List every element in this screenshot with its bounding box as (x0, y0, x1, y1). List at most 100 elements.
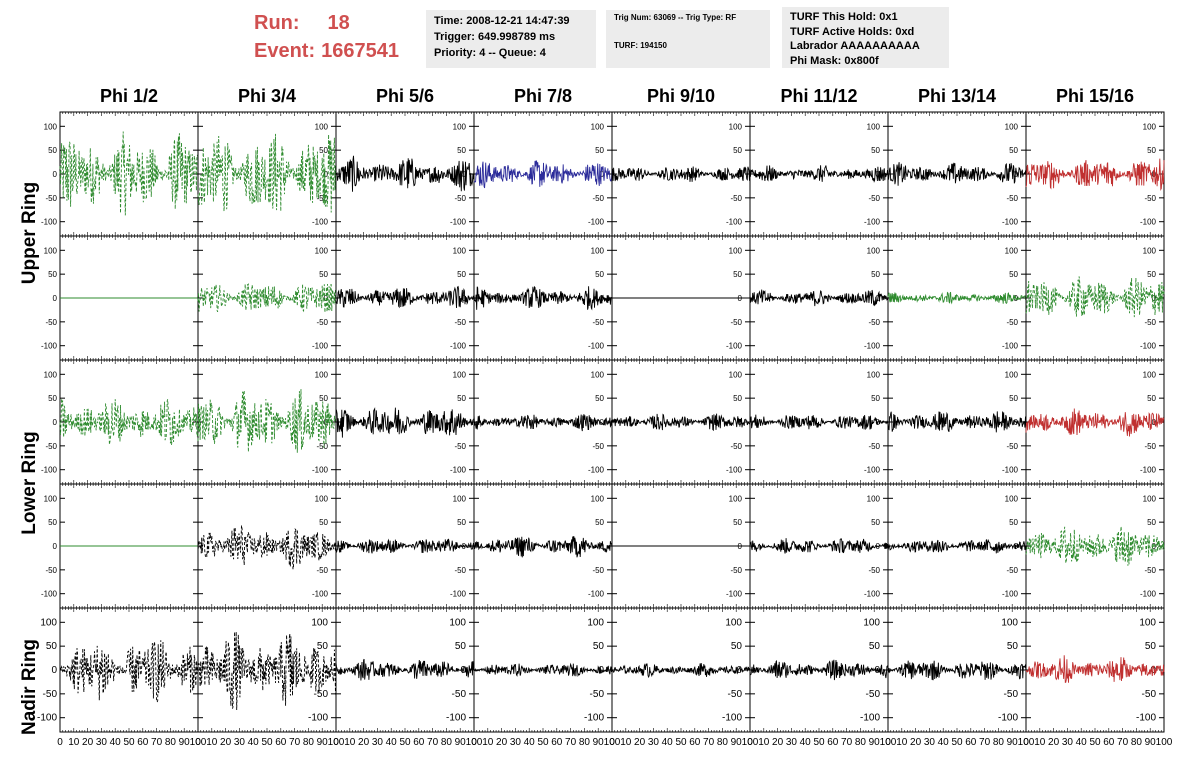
y-tick-label-r2-c3: -100 (588, 466, 605, 475)
trig-num-line: Trig Num: 63069 -- Trig Type: RF (614, 13, 737, 22)
x-tick-label-c0-40: 40 (110, 737, 122, 748)
x-tick-label-c7-10: 10 (1034, 737, 1046, 748)
y-tick-label-r1-c4: -50 (730, 318, 742, 327)
waveform-r1-c2 (335, 285, 475, 309)
y-tick-label-r0-c6: 0 (1014, 170, 1019, 179)
y-tick-label-r2-c1: 50 (319, 394, 328, 403)
y-tick-label-r1-c2: 50 (457, 270, 466, 279)
y-tick-label-r1-c6: 100 (1005, 246, 1019, 255)
y-tick-label-r0-c2: 100 (453, 122, 467, 131)
x-tick-label-c1-80: 80 (303, 737, 315, 748)
y-tick-label-r2-c3: 0 (600, 418, 605, 427)
y-tick-label-r0-c4: 100 (729, 122, 743, 131)
y-tick-label-r0-c0: -50 (45, 194, 57, 203)
y-tick-label-r2-c5: -100 (864, 466, 881, 475)
waveform-r3-c7 (1025, 526, 1165, 566)
y-tick-label-r1-c0: 0 (53, 294, 58, 303)
y-tick-label-r0-c3: 50 (595, 146, 604, 155)
y-tick-label-r0-c7: 50 (1147, 146, 1156, 155)
y-tick-label-r3-c0: 50 (48, 518, 57, 527)
y-tick-label-r2-c7: 50 (1147, 394, 1156, 403)
y-tick-label-r0-c0: 100 (44, 122, 58, 131)
y-tick-label-r4-c5: -50 (866, 689, 881, 700)
y-tick-label-r0-c1: -100 (312, 218, 329, 227)
y-tick-label-r4-c1: 100 (311, 617, 328, 628)
y-tick-label-r0-c7: 100 (1143, 122, 1157, 131)
y-tick-label-r3-c3: 100 (591, 494, 605, 503)
waveform-r0-c3 (473, 160, 613, 189)
y-tick-label-r3-c5: -100 (864, 590, 881, 599)
y-tick-label-r0-c3: -100 (588, 218, 605, 227)
x-tick-label-c3-30: 30 (510, 737, 522, 748)
waveform-r4-c3 (473, 662, 613, 678)
y-tick-label-r2-c6: 50 (1009, 394, 1018, 403)
y-tick-label-r0-c3: -50 (592, 194, 604, 203)
y-tick-label-r1-c2: 100 (453, 246, 467, 255)
y-tick-label-r1-c7: 0 (1152, 294, 1157, 303)
y-tick-label-r2-c3: 50 (595, 394, 604, 403)
turf-active-line: TURF Active Holds: 0xd (790, 25, 915, 38)
x-tick-label-c3-60: 60 (551, 737, 563, 748)
waveform-r4-c7 (1025, 655, 1165, 683)
event-value: 1667541 (321, 40, 399, 62)
y-tick-label-r3-c6: -100 (1002, 590, 1019, 599)
x-tick-label-c2-80: 80 (441, 737, 453, 748)
y-tick-label-r2-c7: 100 (1143, 370, 1157, 379)
y-tick-label-r4-c2: -100 (446, 713, 466, 724)
turf-hold-line: TURF This Hold: 0x1 (790, 11, 898, 23)
y-tick-label-r2-c4: -100 (726, 466, 743, 475)
x-tick-label-c1-10: 10 (206, 737, 218, 748)
y-tick-label-r0-c3: 100 (591, 122, 605, 131)
y-tick-label-r4-c4: -100 (722, 713, 742, 724)
y-tick-label-r2-c0: 100 (44, 370, 58, 379)
y-tick-label-r0-c6: 50 (1009, 146, 1018, 155)
y-tick-label-r1-c3: 50 (595, 270, 604, 279)
y-tick-label-r3-c5: 50 (871, 518, 880, 527)
y-tick-label-r3-c1: 100 (315, 494, 329, 503)
x-tick-label-c2-20: 20 (358, 737, 370, 748)
x-tick-label-c3-70: 70 (565, 737, 577, 748)
y-tick-label-r1-c2: -50 (454, 318, 466, 327)
y-tick-label-r3-c5: 100 (867, 494, 881, 503)
x-tick-label-c4-50: 50 (675, 737, 687, 748)
x-tick-label-c2-0: 0 (333, 737, 339, 748)
y-tick-label-r0-c4: -100 (726, 218, 743, 227)
x-tick-label-c2-100: 100 (466, 737, 483, 748)
waveform-r3-c6 (887, 539, 1027, 554)
x-tick-label-c4-10: 10 (620, 737, 632, 748)
y-tick-label-r0-c1: 50 (319, 146, 328, 155)
y-tick-label-r2-c6: -50 (1006, 442, 1018, 451)
y-tick-label-r0-c0: 0 (53, 170, 58, 179)
y-tick-label-r1-c3: -50 (592, 318, 604, 327)
y-tick-label-r0-c4: -50 (730, 194, 742, 203)
run-value: 18 (327, 12, 350, 34)
x-tick-label-c3-40: 40 (524, 737, 536, 748)
y-tick-label-r2-c5: -50 (868, 442, 880, 451)
y-tick-label-r1-c0: 100 (44, 246, 58, 255)
y-tick-label-r0-c6: -50 (1006, 194, 1018, 203)
waveform-r4-c6 (887, 660, 1027, 681)
waveform-r0-c7 (1025, 158, 1165, 192)
x-tick-label-c7-70: 70 (1117, 737, 1129, 748)
y-tick-label-r4-c4: 0 (736, 665, 742, 676)
waveform-r2-c7 (1025, 408, 1165, 437)
y-tick-label-r2-c5: 100 (867, 370, 881, 379)
x-tick-label-c6-20: 20 (910, 737, 922, 748)
priority-line: Priority: 4 -- Queue: 4 (434, 47, 546, 59)
y-tick-label-r0-c7: -100 (1140, 218, 1157, 227)
y-tick-label-r4-c7: -50 (1142, 689, 1157, 700)
y-tick-label-r1-c0: -100 (41, 342, 58, 351)
run-label-text: Run: (254, 12, 300, 34)
waveform-r2-c2 (335, 407, 475, 438)
y-tick-label-r2-c4: 50 (733, 394, 742, 403)
y-tick-label-r1-c1: 100 (315, 246, 329, 255)
y-tick-label-r3-c6: 50 (1009, 518, 1018, 527)
y-tick-label-r4-c6: -50 (1004, 689, 1019, 700)
y-tick-label-r2-c2: 50 (457, 394, 466, 403)
y-tick-label-r0-c0: -100 (41, 218, 58, 227)
waveform-r4-c1 (197, 631, 337, 711)
y-tick-label-r4-c3: -50 (590, 689, 605, 700)
time-line: Time: 2008-12-21 14:47:39 (434, 15, 570, 27)
x-tick-label-c1-30: 30 (234, 737, 246, 748)
y-tick-label-r4-c1: -100 (308, 713, 328, 724)
